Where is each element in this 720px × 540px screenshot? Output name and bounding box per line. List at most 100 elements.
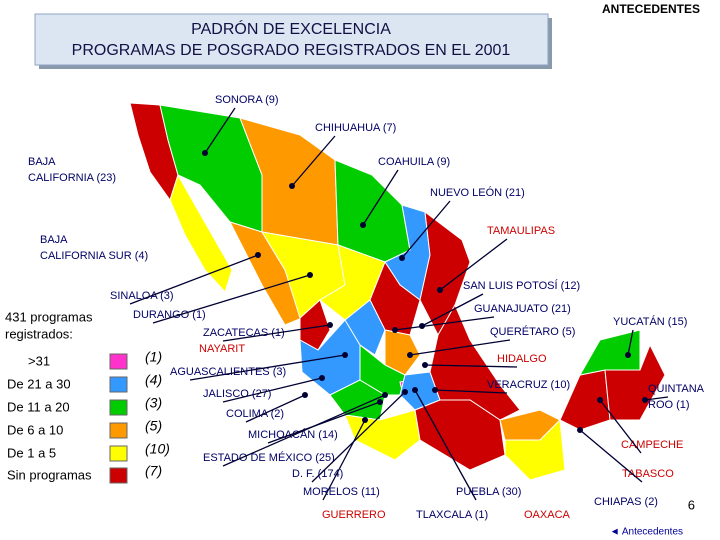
state-label: CAMPECHE xyxy=(621,439,683,451)
leader-line xyxy=(322,419,366,501)
state-label: QUERÉTARO (5) xyxy=(490,325,575,338)
leader-dot xyxy=(399,255,405,261)
legend-count: (5) xyxy=(145,418,162,434)
state-shape xyxy=(579,329,641,376)
leader-dot xyxy=(342,352,348,358)
leader-line xyxy=(129,254,259,305)
legend-range: De 11 a 20 xyxy=(7,399,70,414)
state-shape xyxy=(504,418,566,481)
state-label: SAN LUIS POTOSÍ (12) xyxy=(463,279,580,292)
leader-line xyxy=(362,169,399,226)
leader-line xyxy=(311,391,406,483)
state-shape xyxy=(604,343,666,421)
state-label: OAXACA xyxy=(524,509,571,521)
leader-line xyxy=(152,274,311,324)
legend-count: (4) xyxy=(145,372,162,388)
state-label: NAYARIT xyxy=(199,343,245,355)
state-label: YUCATÁN (15) xyxy=(613,315,687,328)
leader-dot xyxy=(327,322,333,328)
leader-dot xyxy=(412,387,418,393)
legend-count: (7) xyxy=(145,463,162,479)
leader-dot xyxy=(302,392,308,398)
state-label: JALISCO (27) xyxy=(203,388,271,400)
leader-dot xyxy=(625,352,631,358)
legend-range: De 21 a 30 xyxy=(7,376,71,391)
legend-range: Sin programas xyxy=(7,467,92,482)
state-label: BAJA xyxy=(28,156,56,168)
state-label: QUINTANA xyxy=(648,383,705,395)
leader-line xyxy=(245,394,306,423)
state-label: GUANAJUATO (21) xyxy=(474,303,571,315)
leader-dot xyxy=(432,387,438,393)
leader-dot xyxy=(407,352,413,358)
leader-dot xyxy=(307,272,313,278)
leader-line xyxy=(401,200,451,259)
leader-dot xyxy=(577,427,583,433)
leader-line xyxy=(222,377,323,403)
legend-swatch xyxy=(109,399,128,416)
state-label: COAHUILA (9) xyxy=(378,156,450,168)
state-shape xyxy=(169,173,233,293)
leader-dot xyxy=(202,150,208,156)
legend-swatch xyxy=(109,467,128,484)
page-number: 6 xyxy=(688,497,695,512)
leader-line xyxy=(579,429,643,483)
leader-dot xyxy=(255,252,261,258)
state-label: VERACRUZ (10) xyxy=(487,379,570,391)
leader-line xyxy=(409,339,511,356)
leader-dot xyxy=(362,417,368,423)
leader-line xyxy=(627,329,634,356)
leader-dot xyxy=(597,397,603,403)
leader-dot xyxy=(422,362,428,368)
leader-line xyxy=(267,401,381,444)
state-label: PUEBLA (30) xyxy=(456,486,521,498)
state-label: ZACATECAS (1) xyxy=(203,327,285,339)
legend-count: (1) xyxy=(145,349,162,365)
corner-label: ANTECEDENTES xyxy=(602,2,700,16)
state-label: SONORA (9) xyxy=(215,94,279,106)
leader-line xyxy=(222,394,386,467)
state-label: CHIAPAS (2) xyxy=(594,496,658,508)
leader-line xyxy=(291,135,336,187)
leader-dot xyxy=(382,392,388,398)
state-shape xyxy=(329,379,386,421)
state-label: TABASCO xyxy=(622,468,674,480)
state-label: NUEVO LEÓN (21) xyxy=(430,186,525,199)
state-shape xyxy=(414,399,506,471)
leader-line xyxy=(421,293,484,327)
leader-dot xyxy=(360,222,366,228)
map xyxy=(129,102,666,481)
state-shape xyxy=(344,409,421,461)
leader-line xyxy=(424,364,518,368)
state-label: ROO (1) xyxy=(648,399,690,411)
title-line: PADRÓN DE EXCELENCIA xyxy=(191,19,391,38)
legend-swatch xyxy=(109,353,128,370)
legend-total: registrados: xyxy=(5,326,73,341)
leader-dot xyxy=(377,399,383,405)
legend-range: De 6 a 10 xyxy=(7,422,63,437)
legend-total: 431 programas xyxy=(5,309,93,324)
leader-line xyxy=(189,354,346,381)
leader-line xyxy=(414,389,477,501)
legend-count: (10) xyxy=(145,441,170,457)
leader-dot xyxy=(289,183,295,189)
nav-link[interactable]: ◄ Antecedentes xyxy=(610,527,683,538)
state-label: GUERRERO xyxy=(322,509,386,521)
leader-line xyxy=(434,389,508,394)
leader-dot xyxy=(437,287,443,293)
state-label: BAJA xyxy=(40,234,68,246)
leader-line xyxy=(222,324,331,342)
leader-line xyxy=(394,316,495,331)
leader-line xyxy=(644,396,669,401)
leader-line xyxy=(204,107,236,154)
legend-range: >31 xyxy=(28,353,50,368)
state-label: MORELOS (11) xyxy=(303,486,380,498)
state-shape xyxy=(384,329,421,376)
legend: 431 programas registrados: >31 (1) De 21 a… xyxy=(5,309,170,484)
title-line: PROGRAMAS DE POSGRADO REGISTRADOS EN EL … xyxy=(72,42,511,59)
leader-dot xyxy=(642,397,648,403)
state-label: HIDALGO xyxy=(497,353,547,365)
leader-dot xyxy=(402,389,408,395)
leader-dot xyxy=(319,375,325,381)
